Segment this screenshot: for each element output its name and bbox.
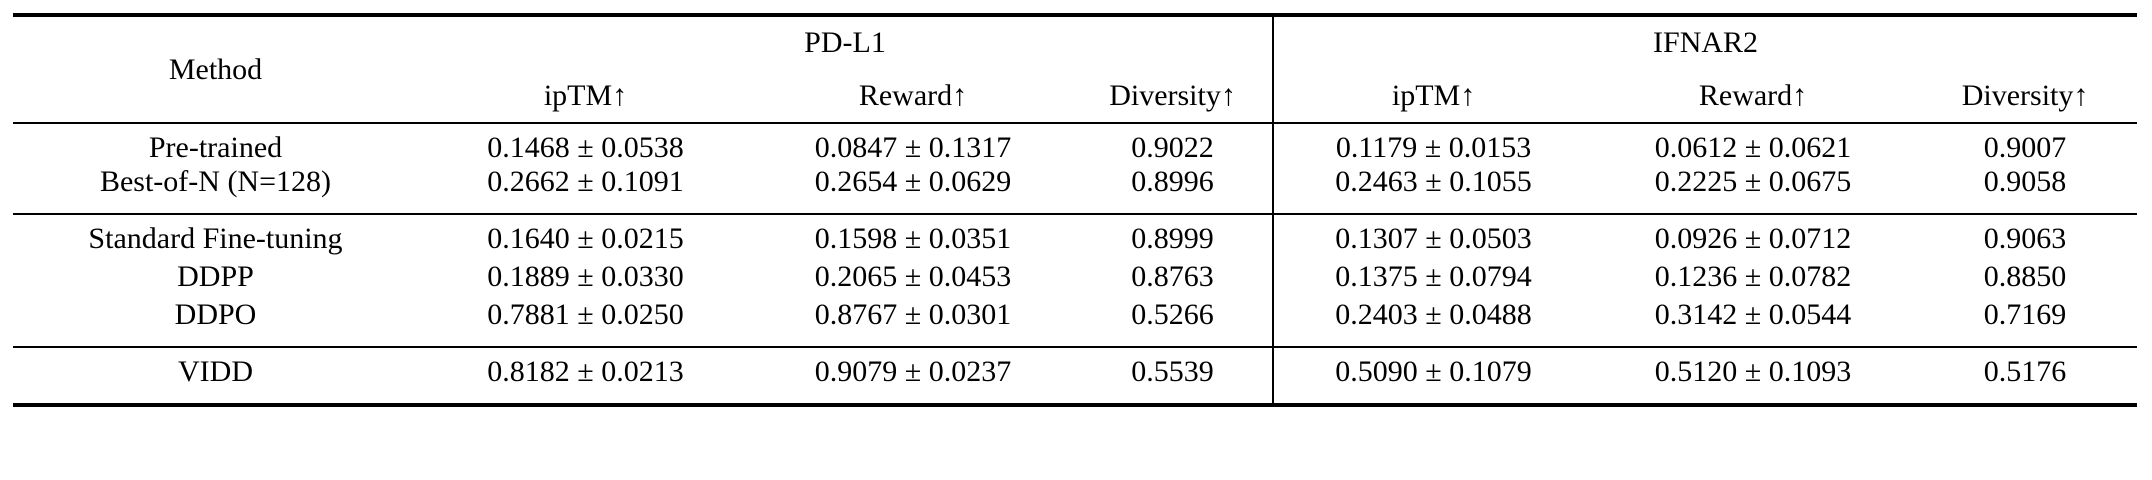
col-header-ifnar2-reward: Reward↑ — [1698, 78, 1808, 112]
value-cell: 0.5539 — [1073, 346, 1274, 405]
metric-header-row: ipTM↑ Reward↑ Diversity↑ ipTM↑ Reward↑ D… — [13, 69, 2137, 123]
value-cell: 0.5266 — [1131, 298, 1214, 331]
value-cell: 0.8763 — [1131, 260, 1214, 293]
value-cell: 0.8767 ± 0.0301 — [814, 298, 1012, 331]
value-cell: 0.8996 — [1131, 165, 1214, 198]
col-header-pdl1-diversity: Diversity↑ — [1109, 78, 1236, 112]
value-cell: 0.0612 ± 0.0621 — [1654, 131, 1852, 164]
value-cell: 0.7169 — [1983, 298, 2067, 331]
method-cell: VIDD — [13, 346, 418, 405]
col-header-pdl1-iptm: ipTM↑ — [543, 78, 628, 112]
value-cell: 0.1236 ± 0.0782 — [1654, 260, 1852, 293]
value-cell: 0.8999 — [1073, 213, 1274, 256]
method-column-header: Method — [168, 52, 263, 86]
value-cell: 0.9058 — [1983, 165, 2067, 198]
value-cell: 0.0926 ± 0.0712 — [1593, 213, 1914, 256]
value-cell: 0.3142 ± 0.0544 — [1654, 298, 1852, 331]
results-table: Method PD-L1 IFNAR2 ipTM↑ Reward↑ Divers… — [13, 13, 2138, 407]
value-cell: 0.2662 ± 0.1091 — [487, 165, 684, 198]
value-cell: 0.1179 ± 0.0153 — [1272, 123, 1594, 165]
method-cell: DDPP — [177, 260, 254, 293]
value-cell: 0.2403 ± 0.0488 — [1272, 298, 1594, 347]
value-cell: 0.2225 ± 0.0675 — [1654, 165, 1852, 198]
table-row-standard-fine-tuning: Standard Fine-tuning 0.1640 ± 0.0215 0.1… — [13, 213, 2138, 256]
value-cell: 0.5090 ± 0.1079 — [1272, 346, 1594, 405]
value-cell: 0.1307 ± 0.0503 — [1272, 213, 1594, 256]
value-cell: 0.5176 — [1913, 346, 2138, 405]
results-table-container: Method PD-L1 IFNAR2 ipTM↑ Reward↑ Divers… — [13, 13, 2138, 407]
table-row-best-of-n: Best-of-N (N=128) 0.2662 ± 0.1091 0.2654… — [13, 165, 2137, 214]
group-header-ifnar2: IFNAR2 — [1272, 15, 2138, 69]
col-header-pdl1-reward: Reward↑ — [858, 78, 968, 112]
table-header: Method PD-L1 IFNAR2 ipTM↑ Reward↑ Divers… — [13, 15, 2138, 123]
table-row-vidd: VIDD 0.8182 ± 0.0213 0.9079 ± 0.0237 0.5… — [13, 346, 2138, 405]
method-cell: Standard Fine-tuning — [13, 213, 418, 256]
col-header-ifnar2-iptm: ipTM↑ — [1272, 69, 1594, 123]
method-cell: Best-of-N (N=128) — [99, 165, 332, 198]
value-cell: 0.1468 ± 0.0538 — [487, 131, 684, 164]
col-header-ifnar2-diversity: Diversity↑ — [1961, 78, 2089, 112]
value-cell: 0.2463 ± 0.1055 — [1272, 165, 1594, 214]
value-cell: 0.7881 ± 0.0250 — [487, 298, 684, 331]
value-cell: 0.1640 ± 0.0215 — [418, 213, 753, 256]
table-body: Pre-trained 0.1468 ± 0.0538 0.0847 ± 0.1… — [13, 123, 2138, 405]
value-cell: 0.9007 — [1983, 131, 2067, 164]
group-header-pd-l1: PD-L1 — [804, 26, 886, 59]
value-cell: 0.1889 ± 0.0330 — [487, 260, 684, 293]
value-cell: 0.9063 — [1913, 213, 2138, 256]
value-cell: 0.2065 ± 0.0453 — [814, 260, 1012, 293]
value-cell: 0.0847 ± 0.1317 — [814, 131, 1012, 164]
method-cell: DDPO — [174, 298, 257, 331]
value-cell: 0.5120 ± 0.1093 — [1593, 346, 1914, 405]
value-cell: 0.2654 ± 0.0629 — [814, 165, 1012, 198]
value-cell: 0.1375 ± 0.0794 — [1272, 256, 1594, 298]
group-header-row: Method PD-L1 IFNAR2 — [13, 15, 2138, 86]
value-cell: 0.8850 — [1983, 260, 2067, 293]
table-row-ddpo: DDPO 0.7881 ± 0.0250 0.8767 ± 0.0301 0.5… — [13, 298, 2137, 347]
table-row-pre-trained: Pre-trained 0.1468 ± 0.0538 0.0847 ± 0.1… — [13, 123, 2137, 165]
value-cell: 0.8182 ± 0.0213 — [418, 346, 753, 405]
value-cell: 0.9022 — [1131, 131, 1214, 164]
value-cell: 0.1598 ± 0.0351 — [753, 213, 1073, 256]
value-cell: 0.9079 ± 0.0237 — [753, 346, 1073, 405]
method-cell: Pre-trained — [148, 131, 283, 164]
table-row-ddpp: DDPP 0.1889 ± 0.0330 0.2065 ± 0.0453 0.8… — [13, 256, 2137, 298]
